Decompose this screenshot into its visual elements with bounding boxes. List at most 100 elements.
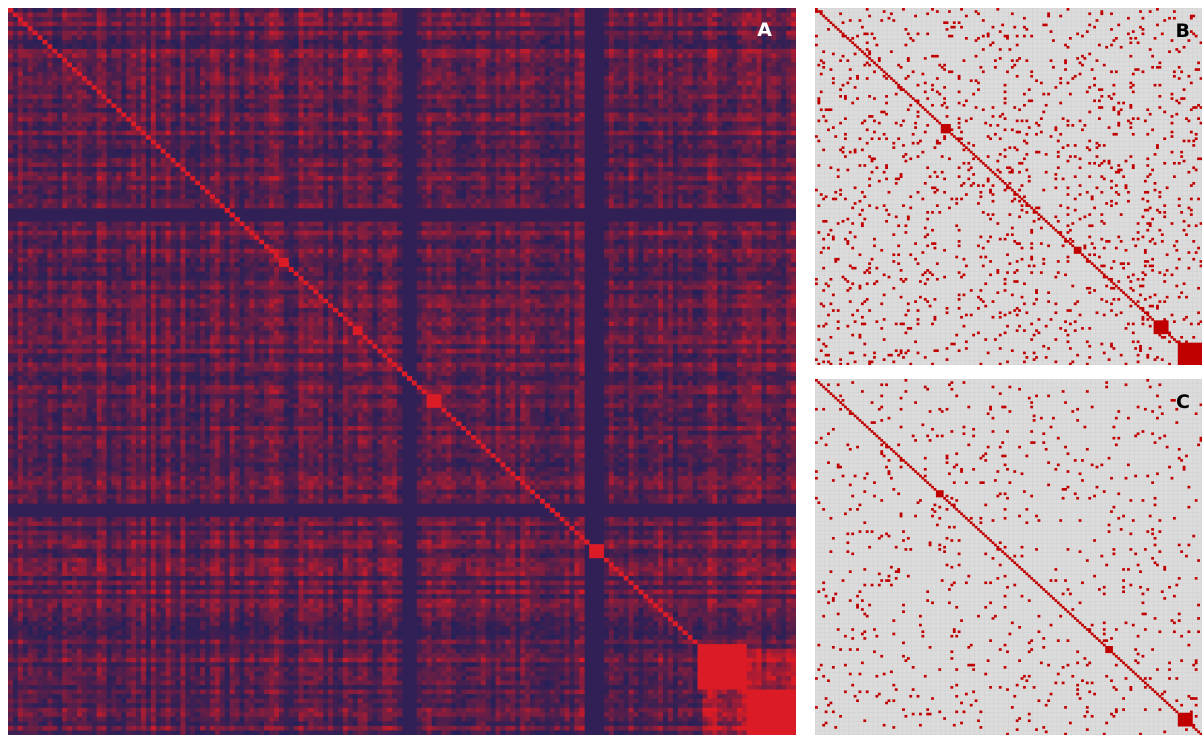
heatmap-cell: [549, 130, 556, 136]
heatmap-cell: [667, 153, 674, 159]
heatmap-cell: [682, 135, 689, 141]
heatmap-cell: [731, 144, 738, 150]
heatmap-cell: [219, 112, 226, 118]
heatmap-cell: [682, 103, 689, 109]
heatmap-cell: [293, 48, 299, 54]
heatmap-cell: [756, 153, 762, 159]
heatmap-cell: [17, 157, 24, 163]
heatmap-cell: [628, 48, 634, 54]
heatmap-cell: [781, 98, 787, 104]
heatmap-cell: [623, 17, 629, 23]
heatmap-cell: [786, 30, 792, 36]
heatmap-cell: [736, 148, 743, 154]
heatmap-cell: [712, 48, 718, 54]
heatmap-cell: [461, 80, 467, 86]
heatmap-cell: [249, 67, 255, 73]
heatmap-cell: [342, 107, 349, 113]
heatmap-cell: [741, 121, 748, 127]
heatmap-cell: [534, 48, 541, 54]
heatmap-cell: [190, 67, 196, 73]
heatmap-cell: [259, 94, 265, 100]
heatmap-cell: [569, 94, 575, 100]
heatmap-cell: [564, 44, 570, 50]
heatmap-cell: [559, 76, 565, 82]
heatmap-cell: [303, 89, 309, 95]
heatmap-cell: [549, 80, 556, 86]
heatmap-cell: [515, 112, 521, 118]
heatmap-cell: [549, 112, 556, 118]
heatmap-cell: [27, 30, 34, 36]
heatmap-cell: [466, 85, 472, 91]
heatmap-cell: [544, 53, 551, 59]
heatmap-cell: [239, 117, 245, 122]
heatmap-cell: [239, 71, 245, 77]
heatmap-cell: [441, 26, 447, 32]
heatmap-cell: [441, 135, 447, 141]
heatmap-cell: [244, 44, 250, 50]
heatmap-cell: [564, 144, 570, 150]
heatmap-cell: [12, 144, 19, 150]
heatmap-cell: [32, 126, 38, 132]
heatmap-cell: [544, 153, 551, 159]
heatmap-cell: [480, 21, 487, 27]
heatmap-cell: [505, 35, 511, 41]
heatmap-cell: [746, 135, 753, 141]
heatmap-cell: [446, 39, 452, 45]
heatmap-cell: [195, 76, 201, 82]
heatmap-cell: [72, 144, 78, 150]
heatmap-cell: [298, 112, 304, 118]
heatmap-cell: [352, 89, 359, 95]
heatmap-cell: [209, 148, 216, 154]
heatmap-cell: [574, 17, 580, 23]
heatmap-cell: [756, 94, 762, 100]
heatmap-cell: [392, 130, 398, 136]
heatmap-cell: [116, 121, 122, 127]
heatmap-cell: [269, 153, 275, 159]
heatmap-cell: [756, 80, 762, 86]
heatmap-cell: [111, 103, 117, 109]
heatmap-cell: [722, 103, 728, 109]
heatmap-cell: [776, 67, 782, 73]
heatmap-cell: [27, 71, 34, 77]
heatmap-cell: [308, 57, 314, 63]
heatmap-cell: [431, 144, 437, 150]
heatmap-cell: [126, 94, 132, 100]
heatmap-cell: [22, 153, 29, 159]
heatmap-cell: [603, 117, 610, 122]
heatmap-cell: [751, 76, 757, 82]
heatmap-cell: [160, 12, 166, 18]
heatmap-cell: [436, 44, 442, 50]
heatmap-cell: [337, 67, 344, 73]
heatmap-cell: [677, 107, 684, 113]
heatmap-cell: [283, 107, 290, 113]
heatmap-cell: [520, 30, 526, 36]
heatmap-cell: [190, 130, 196, 136]
heatmap-cell: [244, 126, 250, 132]
heatmap-cell: [259, 26, 265, 32]
heatmap-cell: [121, 121, 127, 127]
heatmap-cell: [456, 48, 462, 54]
heatmap-cell: [8, 157, 14, 163]
heatmap-cell: [722, 153, 728, 159]
heatmap-cell: [372, 8, 378, 13]
heatmap-cell: [421, 57, 428, 63]
heatmap-cell: [672, 21, 679, 27]
heatmap-cell: [136, 57, 142, 63]
heatmap-cell: [727, 103, 733, 109]
heatmap-cell: [303, 135, 309, 141]
heatmap-cell: [727, 135, 733, 141]
heatmap-cell: [436, 26, 442, 32]
heatmap-cell: [751, 67, 757, 73]
heatmap-cell: [264, 144, 270, 150]
heatmap-cell: [559, 48, 565, 54]
heatmap-cell: [362, 44, 368, 50]
heatmap-cell: [648, 157, 654, 163]
heatmap-cell: [229, 12, 235, 18]
heatmap-cell: [352, 139, 359, 145]
heatmap-cell: [756, 26, 762, 32]
heatmap-cell: [559, 103, 565, 109]
heatmap-cell: [702, 53, 708, 59]
heatmap-cell: [8, 89, 14, 95]
heatmap-cell: [190, 162, 196, 168]
heatmap-cell: [145, 157, 152, 163]
